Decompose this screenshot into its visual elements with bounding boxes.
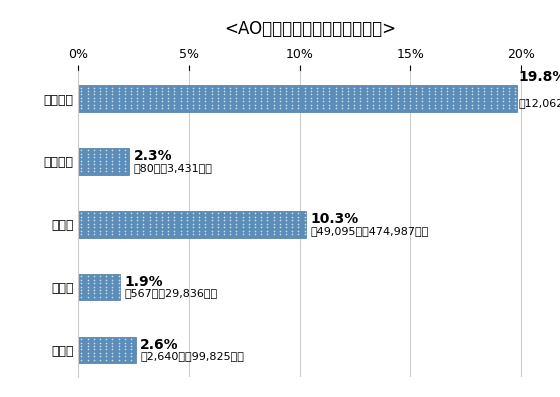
Text: 2.6%: 2.6%: [141, 338, 179, 352]
Bar: [78, 211, 306, 237]
Text: （80人／3,431人）: （80人／3,431人）: [134, 163, 213, 173]
Text: 2.3%: 2.3%: [134, 149, 172, 164]
Text: （567人／29,836人）: （567人／29,836人）: [125, 289, 218, 299]
Bar: [78, 85, 517, 112]
Bar: [78, 337, 136, 363]
Text: （49,095人／474,987人）: （49,095人／474,987人）: [311, 225, 429, 235]
Text: 1.9%: 1.9%: [125, 275, 164, 289]
Bar: [78, 148, 129, 175]
Text: （2,640人／99,825人）: （2,640人／99,825人）: [141, 351, 244, 361]
Bar: [78, 274, 120, 301]
Title: <AO入試区分の大学入学者比率>: <AO入試区分の大学入学者比率>: [225, 20, 397, 38]
Text: （12,062人／60,782人）: （12,062人／60,782人）: [519, 84, 560, 108]
Text: 10.3%: 10.3%: [311, 212, 359, 226]
Text: 19.8%: 19.8%: [519, 70, 560, 84]
